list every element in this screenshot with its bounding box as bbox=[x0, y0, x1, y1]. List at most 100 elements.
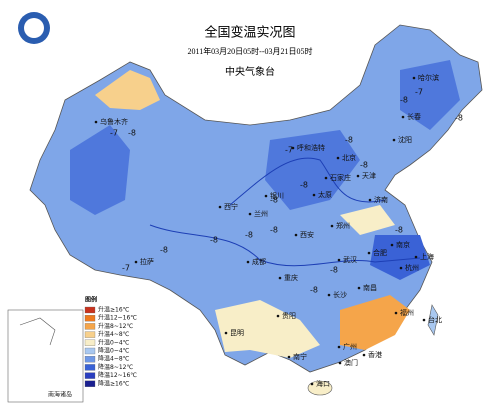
city-dot bbox=[327, 293, 331, 297]
legend-swatch bbox=[84, 315, 96, 322]
city-label: 长春 bbox=[407, 112, 421, 121]
subtitle: 2011年03月20日05时--03月21日05时 bbox=[187, 46, 312, 56]
city-label: 重庆 bbox=[284, 273, 298, 282]
city-dot bbox=[356, 174, 360, 178]
city-label: 天津 bbox=[362, 172, 376, 180]
city-label: 武汉 bbox=[343, 255, 357, 264]
cool-area bbox=[265, 130, 360, 210]
annotation: -8 bbox=[210, 236, 218, 245]
city-dot bbox=[394, 311, 398, 315]
city-label: 郑州 bbox=[336, 222, 350, 230]
legend-label: 降温≥16℃ bbox=[98, 379, 130, 387]
city-label: 澳门 bbox=[344, 358, 358, 367]
city-label: 长沙 bbox=[333, 290, 347, 299]
legend-swatch bbox=[84, 331, 96, 338]
city-label: 杭州 bbox=[405, 263, 419, 272]
city-dot bbox=[248, 212, 252, 216]
city-dot bbox=[422, 318, 426, 322]
city-label: 台北 bbox=[428, 315, 442, 324]
city-label: 银川 bbox=[270, 191, 284, 200]
title: 全国变温实况图 bbox=[204, 25, 295, 41]
legend-label: 升温8~12℃ bbox=[98, 322, 133, 330]
city-dot bbox=[94, 120, 98, 124]
city-label: 呼和浩特 bbox=[297, 143, 325, 152]
city-dot bbox=[276, 314, 280, 318]
legend-label: 升温0~4℃ bbox=[98, 338, 130, 346]
city-label: 拉萨 bbox=[140, 257, 154, 266]
city-dot bbox=[312, 193, 316, 197]
city-dot bbox=[224, 331, 228, 335]
city-label: 沈阳 bbox=[398, 135, 412, 144]
inset-label: 南海诸岛 bbox=[48, 391, 72, 399]
city-label: 广州 bbox=[343, 342, 357, 351]
legend-label: 降温8~12℃ bbox=[98, 363, 133, 371]
city-label: 太原 bbox=[318, 190, 332, 199]
taiwan bbox=[427, 304, 439, 336]
legend-label: 降温4~8℃ bbox=[98, 355, 130, 363]
legend-swatch bbox=[84, 364, 96, 371]
inset-frame bbox=[7, 309, 84, 403]
city-dot bbox=[392, 138, 396, 142]
annotation: -8 bbox=[270, 196, 278, 205]
city-label: 海口 bbox=[316, 379, 330, 388]
annotation: -8 bbox=[245, 231, 253, 240]
city-dot bbox=[324, 176, 328, 180]
annotation: -8 bbox=[455, 114, 463, 123]
annotation: -7 bbox=[122, 264, 130, 273]
city-dot bbox=[330, 224, 334, 228]
city-label: 南昌 bbox=[363, 283, 377, 292]
city-label: 南京 bbox=[396, 240, 410, 249]
china-outline bbox=[29, 24, 483, 373]
annotation: -8 bbox=[345, 136, 353, 145]
city-label: 西安 bbox=[300, 230, 314, 239]
city-dot bbox=[399, 266, 403, 270]
annotation: -8 bbox=[128, 129, 136, 138]
city-dot bbox=[414, 255, 418, 259]
annotation: -8 bbox=[400, 96, 408, 105]
source: 中央气象台 bbox=[225, 65, 275, 78]
legend-label: 降温12~16℃ bbox=[98, 371, 137, 379]
river bbox=[149, 224, 421, 267]
annotation: -7 bbox=[110, 129, 118, 138]
city-dot bbox=[287, 355, 291, 359]
city-dot bbox=[337, 345, 341, 349]
city-label: 哈尔滨 bbox=[418, 73, 439, 82]
city-dot bbox=[278, 276, 282, 280]
legend-label: 升温12~16℃ bbox=[98, 314, 137, 322]
city-label: 济南 bbox=[374, 195, 388, 204]
hainan bbox=[307, 380, 333, 396]
city-label: 乌鲁木齐 bbox=[100, 117, 128, 126]
legend-label: 降温0~4℃ bbox=[98, 347, 130, 355]
city-dot bbox=[362, 353, 366, 357]
warm-area bbox=[95, 70, 160, 110]
city-label: 成都 bbox=[252, 257, 266, 266]
city-dot bbox=[294, 233, 298, 237]
cool-area bbox=[70, 125, 130, 215]
legend-title: 图例 bbox=[85, 296, 97, 304]
annotation: -8 bbox=[270, 226, 278, 235]
city-label: 昆明 bbox=[230, 329, 244, 337]
river bbox=[229, 157, 386, 206]
warm-area bbox=[340, 205, 395, 235]
city-label: 兰州 bbox=[254, 209, 268, 218]
city-label: 石家庄 bbox=[330, 173, 351, 182]
city-dot bbox=[357, 286, 361, 290]
city-label: 上海 bbox=[420, 252, 434, 261]
logo-inner bbox=[24, 18, 44, 38]
annotation: -8 bbox=[310, 286, 318, 295]
city-label: 贵阳 bbox=[282, 311, 296, 320]
inset-coast bbox=[19, 317, 56, 346]
legend-swatch bbox=[84, 380, 96, 387]
legend-swatch bbox=[84, 323, 96, 330]
city-dot bbox=[338, 361, 342, 365]
city-dot bbox=[367, 251, 371, 255]
city-dot bbox=[337, 258, 341, 262]
annotation: -7 bbox=[415, 88, 423, 97]
city-label: 香港 bbox=[368, 350, 382, 359]
annotation: -8 bbox=[330, 266, 338, 275]
legend-label: 升温≥16℃ bbox=[98, 306, 130, 314]
city-dot bbox=[390, 243, 394, 247]
cool-area bbox=[370, 235, 430, 280]
city-dot bbox=[368, 198, 372, 202]
legend-swatch bbox=[84, 347, 96, 355]
